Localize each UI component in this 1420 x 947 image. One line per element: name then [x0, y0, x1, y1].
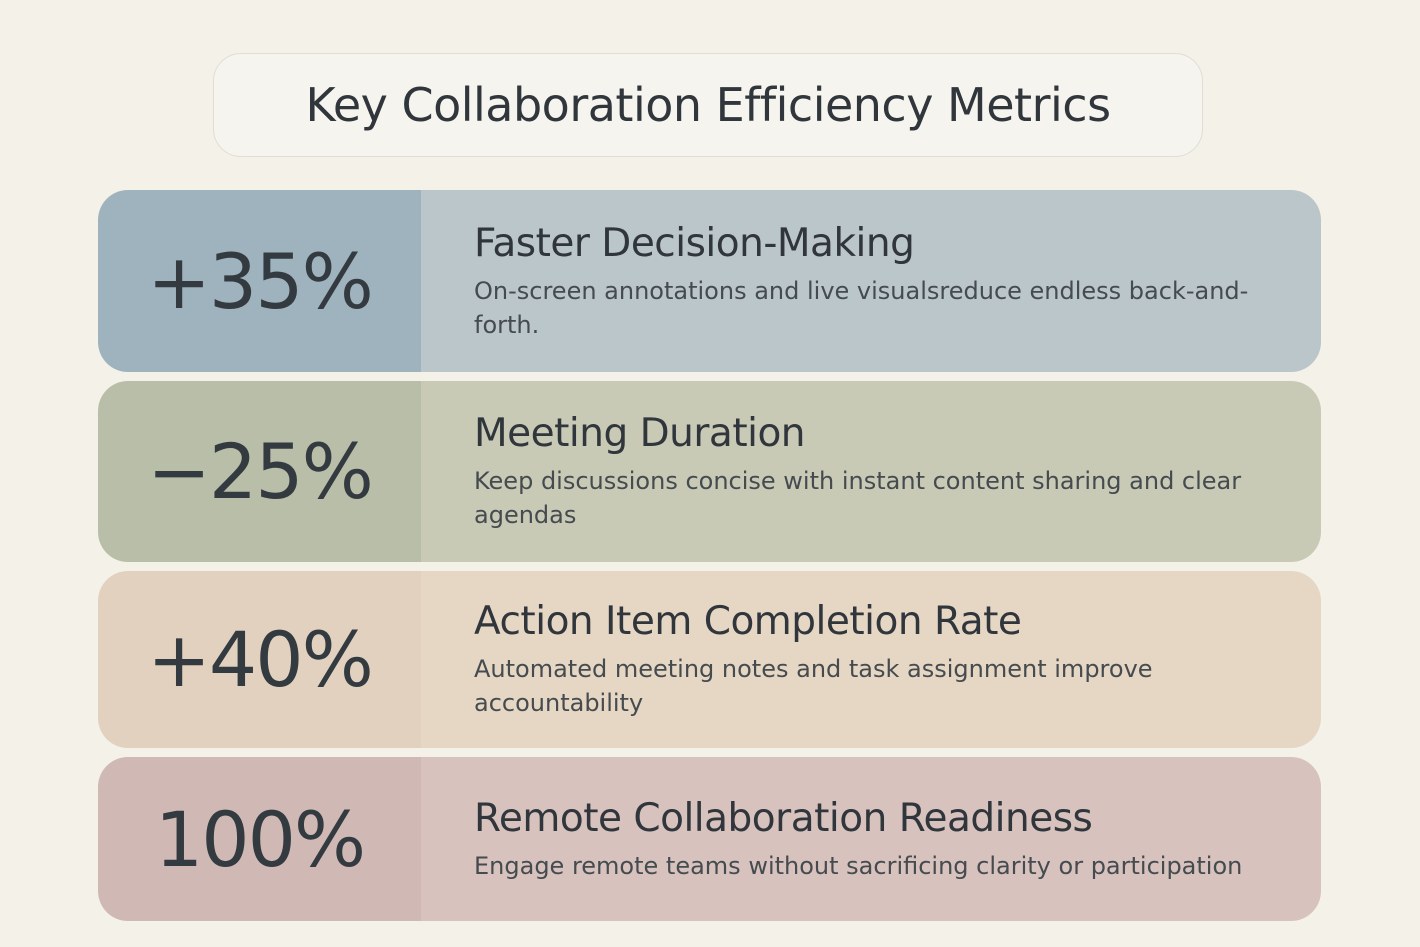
metric-card-faster-decisions: +35% Faster Decision-Making On-screen an…: [98, 190, 1321, 372]
metric-description: Automated meeting notes and task assignm…: [474, 655, 1153, 717]
metric-heading: Remote Collaboration Readiness: [474, 795, 1093, 841]
metric-card-action-items: +40% Action Item Completion Rate Automat…: [98, 571, 1321, 748]
metric-text-panel: Action Item Completion Rate Automated me…: [421, 571, 1321, 748]
metric-text-panel: Faster Decision-Making On-screen annotat…: [421, 190, 1321, 372]
title-box: Key Collaboration Efficiency Metrics: [213, 53, 1203, 157]
metric-value-panel: 100%: [98, 757, 421, 921]
metric-description: On-screen annotations and live visualsre…: [474, 276, 1249, 339]
metric-heading: Faster Decision-Making: [474, 220, 915, 266]
metric-heading: Action Item Completion Rate: [474, 599, 1022, 644]
metric-value-panel: +35%: [98, 190, 421, 372]
metric-value: +40%: [147, 615, 374, 704]
metric-description: Keep discussions concise with instant co…: [474, 467, 1242, 529]
metric-text-panel: Remote Collaboration Readiness Engage re…: [421, 757, 1321, 921]
metric-value: −25%: [147, 427, 374, 516]
page-title: Key Collaboration Efficiency Metrics: [305, 78, 1111, 132]
metric-heading: Meeting Duration: [474, 411, 806, 456]
metric-description: Engage remote teams without sacrificing …: [474, 851, 1243, 880]
metric-value: +35%: [147, 236, 374, 326]
metric-card-meeting-duration: −25% Meeting Duration Keep discussions c…: [98, 381, 1321, 562]
metric-text-panel: Meeting Duration Keep discussions concis…: [421, 381, 1321, 562]
metric-card-remote-readiness: 100% Remote Collaboration Readiness Enga…: [98, 757, 1321, 921]
metric-value-panel: −25%: [98, 381, 421, 562]
metric-value-panel: +40%: [98, 571, 421, 748]
metric-value: 100%: [154, 794, 366, 884]
